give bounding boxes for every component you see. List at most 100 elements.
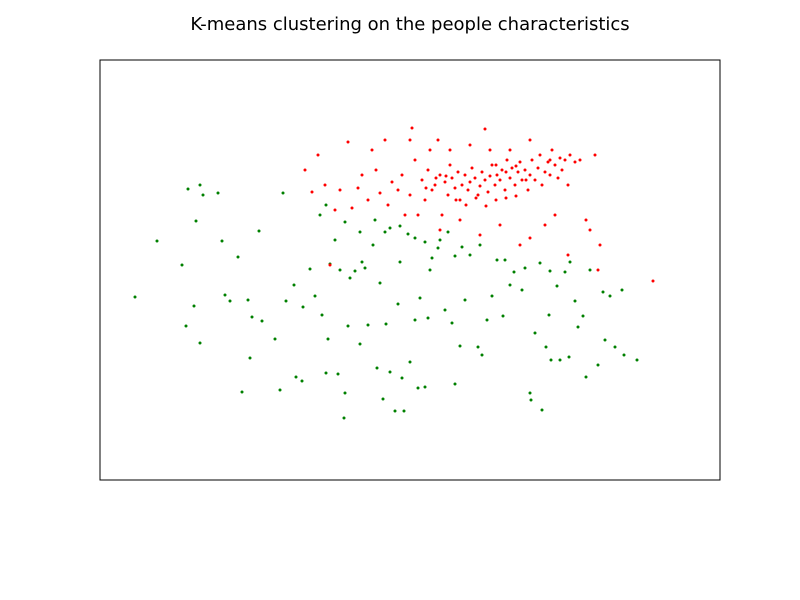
point — [464, 203, 468, 207]
chart-title: K-means clustering on the people charact… — [190, 14, 629, 35]
point — [523, 168, 527, 172]
point — [423, 385, 427, 389]
point — [393, 409, 397, 413]
point — [443, 308, 447, 312]
point — [456, 170, 460, 174]
point — [416, 386, 420, 390]
point — [555, 284, 559, 288]
point — [378, 191, 382, 195]
point — [474, 196, 478, 200]
point — [406, 232, 410, 236]
point — [514, 194, 518, 198]
point — [201, 193, 205, 197]
point — [473, 176, 477, 180]
point — [240, 390, 244, 394]
point — [549, 358, 553, 362]
point — [468, 143, 472, 147]
point — [508, 176, 512, 180]
point — [540, 408, 544, 412]
point — [413, 236, 417, 240]
point — [458, 344, 462, 348]
point — [508, 148, 512, 152]
point — [328, 263, 332, 267]
point — [470, 166, 474, 170]
point — [192, 304, 196, 308]
point — [353, 269, 357, 273]
point — [495, 258, 499, 262]
point — [301, 305, 305, 309]
point — [383, 138, 387, 142]
point — [494, 163, 498, 167]
point — [356, 186, 360, 190]
point — [426, 316, 430, 320]
point — [281, 191, 285, 195]
point — [260, 319, 264, 323]
point — [278, 388, 282, 392]
point — [488, 174, 492, 178]
point — [460, 183, 464, 187]
point — [478, 233, 482, 237]
point — [500, 168, 504, 172]
point — [438, 228, 442, 232]
point — [433, 183, 437, 187]
point — [553, 163, 557, 167]
point — [651, 279, 655, 283]
point — [402, 409, 406, 413]
point — [155, 239, 159, 243]
point — [538, 153, 542, 157]
point — [494, 198, 498, 202]
point — [216, 191, 220, 195]
point — [536, 166, 540, 170]
point — [490, 294, 494, 298]
point — [438, 238, 442, 242]
point — [528, 391, 532, 395]
point — [436, 138, 440, 142]
point — [596, 268, 600, 272]
point — [584, 375, 588, 379]
point — [601, 290, 605, 294]
point — [300, 379, 304, 383]
point — [503, 188, 507, 192]
point — [593, 153, 597, 157]
point — [484, 204, 488, 208]
point — [343, 391, 347, 395]
point — [396, 302, 400, 306]
point — [308, 267, 312, 271]
point — [423, 198, 427, 202]
point — [504, 196, 508, 200]
point — [548, 158, 552, 162]
point — [410, 126, 414, 130]
point — [384, 322, 388, 326]
point — [505, 158, 509, 162]
point — [386, 203, 390, 207]
point — [520, 288, 524, 292]
point — [543, 223, 547, 227]
point — [358, 342, 362, 346]
point — [566, 253, 570, 257]
point — [324, 371, 328, 375]
point — [428, 148, 432, 152]
point — [523, 266, 527, 270]
point — [363, 266, 367, 270]
point — [430, 188, 434, 192]
point — [584, 218, 588, 222]
point — [403, 213, 407, 217]
point — [350, 206, 354, 210]
point — [323, 183, 327, 187]
point — [246, 298, 250, 302]
plot-frame — [99, 59, 721, 481]
point — [348, 276, 352, 280]
point — [446, 230, 450, 234]
point — [366, 198, 370, 202]
point — [198, 341, 202, 345]
point — [180, 263, 184, 267]
point — [566, 183, 570, 187]
point — [236, 255, 240, 259]
point — [514, 164, 518, 168]
point — [526, 188, 530, 192]
point — [333, 238, 337, 242]
point — [501, 314, 505, 318]
point — [573, 160, 577, 164]
point — [373, 218, 377, 222]
